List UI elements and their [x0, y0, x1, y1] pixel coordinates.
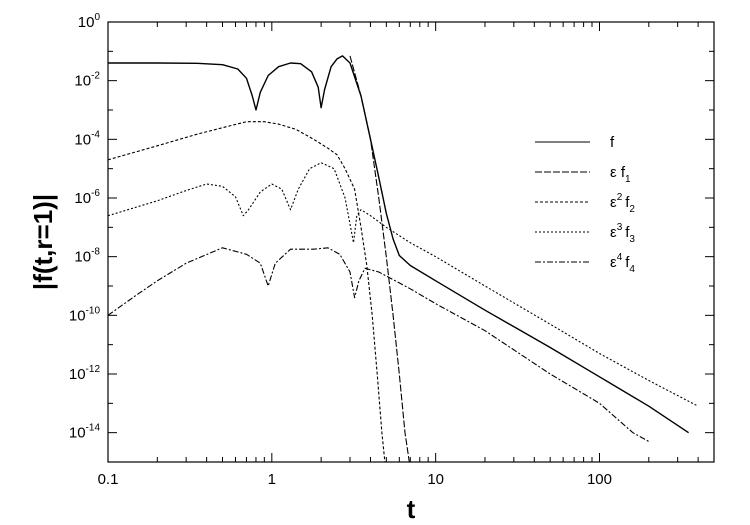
series-line-2 [108, 121, 386, 462]
series-line-4 [108, 247, 650, 442]
legend-entry: f [535, 134, 615, 151]
series-line-3 [108, 162, 699, 407]
x-tick-label: 10 [427, 471, 444, 488]
legend-entry: ε2 f2 [535, 192, 635, 215]
x-tick-label: 1 [268, 471, 276, 488]
y-axis: 100 10-2 10-4 10-6 10-8 10-10 10-12 10-14 [69, 12, 714, 463]
legend: f ε f1 ε2 f2 ε3 f3 ε4 f4 [535, 134, 635, 275]
legend-label: f [610, 134, 615, 151]
x-tick-label: 100 [587, 471, 612, 488]
y-tick-label: 10-14 [69, 423, 101, 442]
legend-entry: ε f1 [535, 164, 631, 185]
y-tick-label: 100 [78, 12, 101, 31]
legend-label: ε2 f2 [610, 192, 635, 215]
legend-label: ε3 f3 [610, 222, 635, 245]
y-tick-label: 10-10 [69, 305, 101, 324]
legend-label: ε4 f4 [610, 252, 635, 275]
plot-frame [107, 21, 715, 463]
legend-entry: ε3 f3 [535, 222, 635, 245]
x-tick-label: 0.1 [98, 471, 119, 488]
x-axis-title: t [407, 494, 416, 524]
series-layer [108, 55, 699, 462]
y-axis-title: |f(t,r=1)| [28, 194, 58, 290]
y-tick-label: 10-12 [69, 364, 101, 383]
y-tick-label: 10-4 [74, 129, 100, 148]
series-line-0 [108, 55, 689, 434]
y-tick-label: 10-6 [74, 188, 100, 207]
y-tick-label: 10-2 [74, 71, 100, 90]
legend-label: ε f1 [610, 164, 631, 185]
legend-entry: ε4 f4 [535, 252, 635, 275]
y-tick-label: 10-8 [74, 247, 100, 266]
series-line-1 [349, 55, 410, 462]
x-axis: 0.1 1 10 100 [98, 22, 715, 488]
